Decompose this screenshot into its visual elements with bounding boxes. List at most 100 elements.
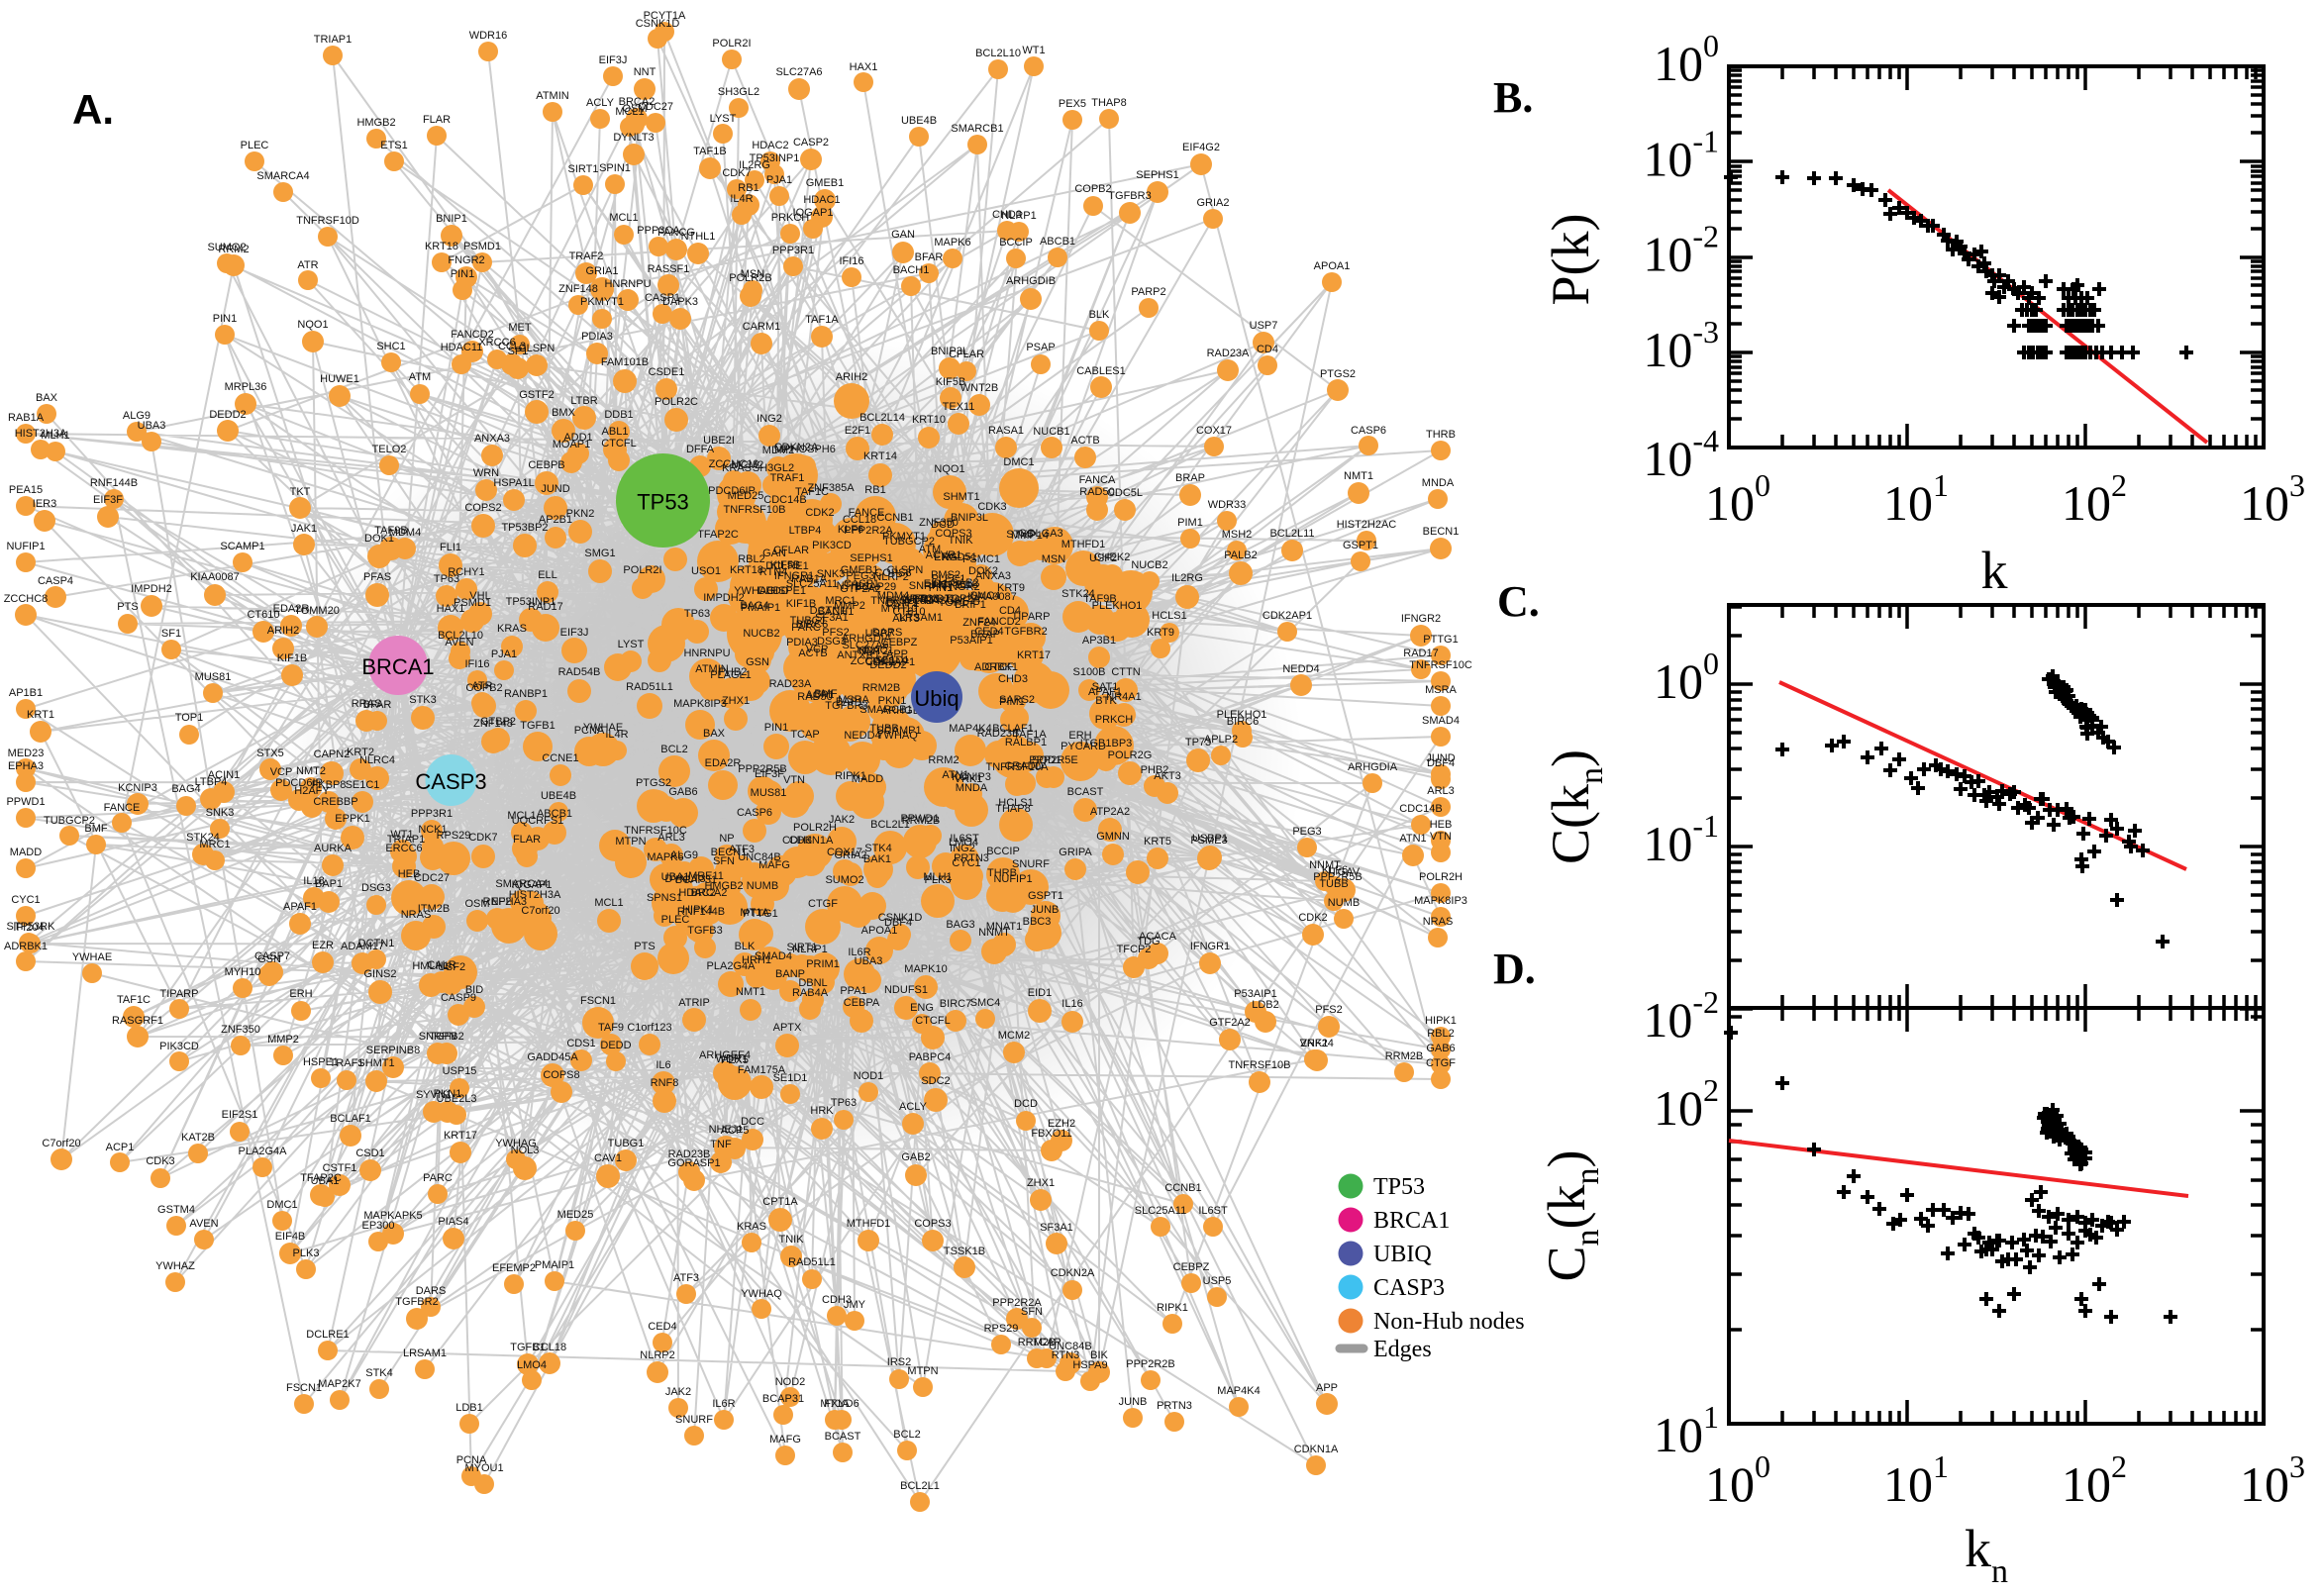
svg-text:ZNF24: ZNF24 — [962, 617, 996, 629]
svg-text:PEX5: PEX5 — [721, 1054, 749, 1066]
svg-text:RRM2: RRM2 — [928, 754, 959, 766]
svg-text:GTF2A2: GTF2A2 — [1209, 1017, 1251, 1029]
svg-text:NOD1: NOD1 — [854, 1070, 884, 1082]
svg-text:XRCC6: XRCC6 — [902, 593, 939, 605]
svg-text:MRC1: MRC1 — [825, 595, 856, 607]
svg-text:TRAF1: TRAF1 — [330, 1057, 364, 1069]
svg-text:USP7: USP7 — [865, 628, 894, 640]
svg-text:IER3: IER3 — [33, 498, 56, 510]
svg-text:SF3A1: SF3A1 — [815, 612, 849, 624]
svg-text:EIF3F: EIF3F — [93, 494, 123, 506]
svg-text:ATR: ATR — [471, 680, 492, 692]
svg-text:HEB: HEB — [1430, 819, 1453, 831]
svg-text:MYOU1: MYOU1 — [464, 1462, 503, 1474]
svg-text:NNT: NNT — [634, 66, 656, 78]
svg-text:LYST: LYST — [710, 113, 737, 125]
svg-text:IFNGR2: IFNGR2 — [1401, 613, 1441, 625]
svg-text:EIF3J: EIF3J — [560, 627, 589, 639]
svg-text:HSPE1: HSPE1 — [770, 585, 806, 597]
svg-text:USF2: USF2 — [1089, 552, 1117, 564]
svg-text:ACTB: ACTB — [798, 648, 827, 659]
svg-text:BCAST: BCAST — [825, 1431, 861, 1443]
svg-text:TAF1B: TAF1B — [693, 146, 726, 157]
svg-text:DCTN1: DCTN1 — [358, 938, 395, 949]
svg-text:BAX: BAX — [703, 728, 726, 740]
svg-text:ZNF350: ZNF350 — [221, 1024, 260, 1036]
svg-text:USO1: USO1 — [691, 565, 721, 577]
svg-text:MTHFD1: MTHFD1 — [1061, 539, 1106, 550]
svg-text:TUBB: TUBB — [1319, 878, 1348, 890]
svg-text:DCC: DCC — [741, 1116, 764, 1128]
svg-text:PYCARD: PYCARD — [1060, 741, 1106, 752]
svg-text:GMNN: GMNN — [1096, 831, 1130, 843]
svg-text:STK24: STK24 — [186, 832, 220, 844]
svg-text:FANCD2: FANCD2 — [977, 616, 1020, 628]
svg-text:POLR2H: POLR2H — [1419, 871, 1463, 883]
svg-text:BNIP3L: BNIP3L — [951, 512, 988, 524]
svg-text:UBA1: UBA1 — [311, 1175, 340, 1187]
svg-text:P53AIP1: P53AIP1 — [950, 635, 992, 647]
svg-text:MADD: MADD — [852, 773, 883, 785]
svg-text:NEDD4: NEDD4 — [1282, 663, 1319, 675]
svg-text:IL18: IL18 — [957, 579, 977, 591]
svg-text:VTN: VTN — [1430, 831, 1452, 843]
svg-text:TUBGCP2: TUBGCP2 — [44, 815, 95, 827]
svg-text:Non-Hub nodes: Non-Hub nodes — [1373, 1309, 1525, 1335]
svg-text:ATF3: ATF3 — [673, 1272, 699, 1284]
svg-text:CRADD: CRADD — [1004, 760, 1043, 772]
svg-text:TP63: TP63 — [434, 573, 459, 585]
svg-text:NNMT: NNMT — [1309, 859, 1341, 871]
svg-text:DDB1: DDB1 — [604, 409, 633, 421]
svg-text:CCNE1: CCNE1 — [542, 752, 578, 764]
svg-text:SERPINB8: SERPINB8 — [366, 1045, 420, 1056]
svg-text:RAD23B: RAD23B — [977, 728, 1020, 740]
svg-text:MMP2: MMP2 — [834, 600, 865, 612]
svg-text:KLF6: KLF6 — [1322, 864, 1348, 876]
svg-text:MADD: MADD — [10, 847, 42, 858]
svg-text:MAP4K4: MAP4K4 — [1217, 1385, 1260, 1397]
svg-text:DARS: DARS — [872, 627, 903, 639]
svg-text:NTHL1: NTHL1 — [837, 580, 871, 592]
svg-text:MAPK6: MAPK6 — [647, 851, 683, 863]
svg-text:MAFG: MAFG — [758, 859, 790, 871]
svg-text:FANCE: FANCE — [104, 802, 141, 814]
svg-text:SDC2: SDC2 — [921, 1075, 950, 1087]
svg-text:RAB1A: RAB1A — [8, 412, 45, 424]
svg-text:CFLAR: CFLAR — [949, 349, 984, 360]
svg-text:COPS8: COPS8 — [874, 567, 911, 579]
svg-text:PDIA3: PDIA3 — [581, 331, 613, 343]
svg-text:ABCB1: ABCB1 — [1040, 236, 1075, 248]
svg-text:ZNF148: ZNF148 — [473, 718, 513, 730]
svg-text:MOAP1: MOAP1 — [553, 439, 591, 450]
svg-text:MED25: MED25 — [728, 490, 764, 502]
svg-text:KRAS: KRAS — [722, 462, 752, 474]
svg-text:BCL2: BCL2 — [893, 1429, 921, 1441]
svg-text:GRIA2: GRIA2 — [1196, 197, 1229, 209]
svg-text:100: 100 — [1705, 1448, 1770, 1512]
svg-text:HCLS1: HCLS1 — [1152, 610, 1186, 622]
svg-text:GAB6: GAB6 — [668, 786, 697, 798]
svg-text:HSPA9: HSPA9 — [1072, 1359, 1107, 1371]
svg-text:CYC1: CYC1 — [952, 857, 980, 869]
svg-text:ACTB: ACTB — [1070, 435, 1099, 447]
svg-text:CDK7: CDK7 — [722, 167, 751, 179]
svg-text:SOD1: SOD1 — [1032, 754, 1061, 766]
svg-text:SHMT1: SHMT1 — [357, 1057, 394, 1069]
svg-text:RIPK1: RIPK1 — [1157, 1302, 1188, 1314]
svg-text:DFFA: DFFA — [686, 444, 715, 455]
svg-text:CT610: CT610 — [892, 606, 925, 618]
svg-text:CED4: CED4 — [974, 626, 1003, 638]
svg-text:GINS2: GINS2 — [363, 968, 396, 980]
svg-text:NUFIP1: NUFIP1 — [993, 873, 1032, 885]
svg-text:YWHAE: YWHAE — [583, 722, 623, 734]
svg-text:NQO1: NQO1 — [934, 463, 964, 475]
svg-text:CHD3: CHD3 — [998, 673, 1028, 685]
svg-text:USP7: USP7 — [1250, 320, 1278, 332]
svg-text:HDAC1: HDAC1 — [857, 645, 893, 656]
svg-text:CEBPZ: CEBPZ — [1173, 1261, 1210, 1273]
svg-text:102: 102 — [2062, 1448, 2127, 1512]
svg-text:DOK1: DOK1 — [364, 533, 394, 545]
svg-text:IL6R: IL6R — [848, 947, 870, 958]
svg-text:PEG3: PEG3 — [846, 570, 874, 582]
svg-text:HSPA1L: HSPA1L — [493, 477, 534, 489]
